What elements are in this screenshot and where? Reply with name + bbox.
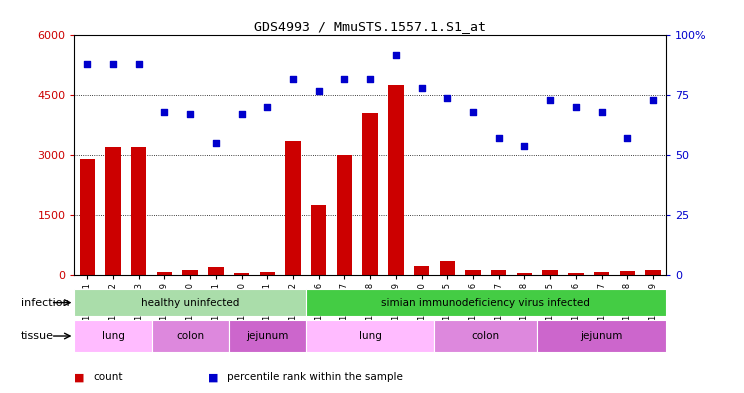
Point (390, 51, 402, 58)
Text: count: count (93, 372, 123, 382)
Text: colon: colon (176, 331, 204, 341)
Text: lung: lung (359, 331, 382, 341)
Bar (491, 270, 507, 275)
Point (544, 97, 556, 103)
Point (365, 75, 376, 82)
Bar (311, 205, 327, 275)
Text: tissue: tissue (21, 331, 54, 341)
Text: simian immunodeficiency virus infected: simian immunodeficiency virus infected (382, 298, 590, 308)
Point (210, 140, 222, 146)
Text: jejunum: jejunum (580, 331, 623, 341)
Point (416, 85, 428, 91)
Text: infection: infection (21, 298, 70, 308)
Point (621, 135, 633, 141)
Point (312, 87, 324, 94)
Bar (131, 147, 147, 275)
Point (596, 109, 608, 115)
Point (519, 143, 530, 149)
Point (185, 111, 196, 118)
Bar (542, 270, 558, 275)
Bar (105, 147, 121, 275)
Bar (645, 270, 661, 275)
Point (287, 75, 299, 82)
Bar (74, 320, 152, 352)
Bar (306, 320, 434, 352)
Bar (434, 320, 537, 352)
Point (493, 135, 504, 141)
Point (107, 61, 119, 67)
Point (339, 75, 350, 82)
Point (236, 111, 248, 118)
Bar (234, 273, 249, 275)
Point (81, 61, 93, 67)
Bar (152, 320, 228, 352)
Bar (517, 273, 532, 275)
Text: ■: ■ (208, 372, 219, 382)
Point (467, 109, 479, 115)
Bar (568, 273, 583, 275)
Text: healthy uninfected: healthy uninfected (141, 298, 240, 308)
Bar (306, 289, 666, 316)
Title: GDS4993 / MmuSTS.1557.1.S1_at: GDS4993 / MmuSTS.1557.1.S1_at (254, 20, 486, 33)
Bar (74, 289, 306, 316)
Point (261, 104, 273, 110)
Bar (362, 113, 378, 275)
Bar (388, 85, 403, 275)
Bar (620, 271, 635, 275)
Point (158, 109, 170, 115)
Text: colon: colon (472, 331, 500, 341)
Bar (337, 155, 352, 275)
Bar (594, 272, 609, 275)
Bar (285, 141, 301, 275)
Bar (465, 270, 481, 275)
Bar (157, 272, 172, 275)
Text: lung: lung (101, 331, 124, 341)
Bar (414, 266, 429, 275)
Text: ■: ■ (74, 372, 85, 382)
Text: percentile rank within the sample: percentile rank within the sample (227, 372, 403, 382)
Bar (440, 261, 455, 275)
Bar (80, 159, 95, 275)
Bar (208, 267, 223, 275)
Bar (537, 320, 666, 352)
Point (132, 61, 144, 67)
Bar (228, 320, 306, 352)
Point (570, 104, 582, 110)
Bar (182, 270, 198, 275)
Point (441, 95, 453, 101)
Point (647, 97, 659, 103)
Bar (260, 272, 275, 275)
Text: jejunum: jejunum (246, 331, 289, 341)
